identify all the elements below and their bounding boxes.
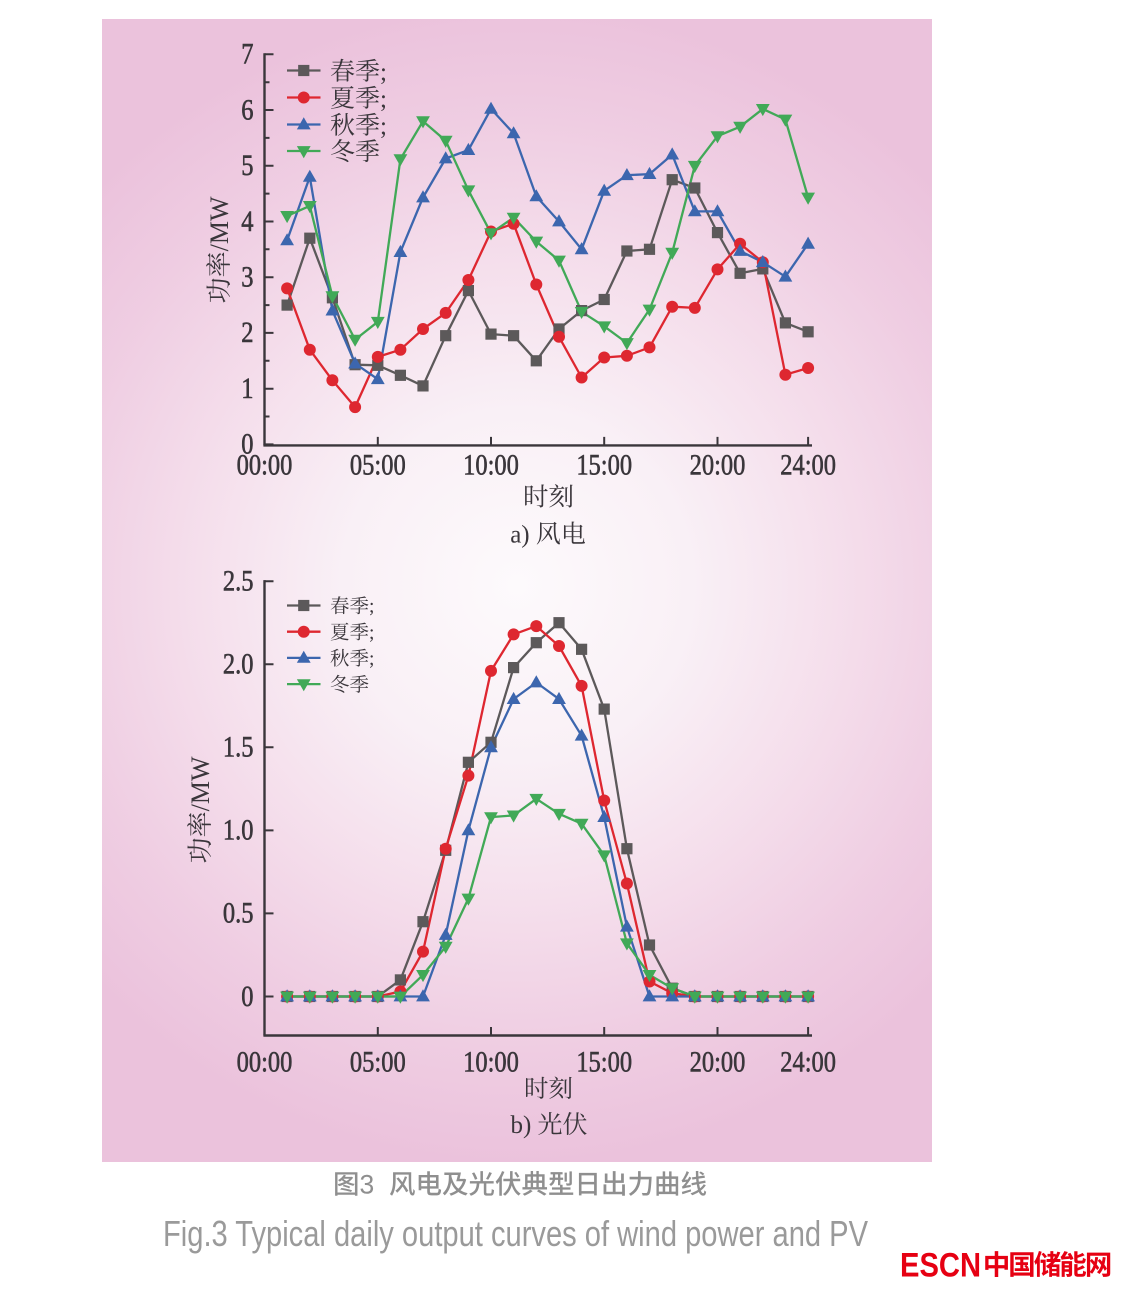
svg-text:15:00: 15:00 — [576, 1045, 632, 1078]
svg-text:24:00: 24:00 — [780, 448, 836, 481]
svg-text:1: 1 — [241, 372, 253, 405]
svg-text:;: ; — [380, 59, 387, 86]
svg-text:ESCN: ESCN — [900, 1247, 981, 1285]
svg-text:7: 7 — [241, 38, 253, 71]
svg-text:;: ; — [369, 649, 374, 670]
svg-text:2.0: 2.0 — [223, 648, 254, 681]
svg-text:;: ; — [369, 623, 374, 644]
svg-text:6: 6 — [241, 93, 253, 126]
svg-text:b): b) — [511, 1112, 538, 1139]
svg-text:/MW: /MW — [205, 196, 234, 251]
svg-text:10:00: 10:00 — [463, 1045, 519, 1078]
svg-text:;: ; — [380, 113, 387, 140]
svg-text:05:00: 05:00 — [350, 448, 406, 481]
svg-text:0: 0 — [241, 980, 253, 1013]
svg-text:24:00: 24:00 — [780, 1045, 836, 1078]
svg-text:20:00: 20:00 — [690, 1045, 746, 1078]
svg-text:20:00: 20:00 — [690, 448, 746, 481]
svg-text:0: 0 — [241, 428, 253, 461]
svg-text:/MW: /MW — [186, 756, 215, 811]
svg-text:5: 5 — [241, 149, 253, 182]
svg-text:;: ; — [380, 86, 387, 113]
svg-text:0.5: 0.5 — [223, 897, 254, 930]
svg-text:10:00: 10:00 — [463, 448, 519, 481]
svg-text:2: 2 — [241, 316, 253, 349]
svg-text:00:00: 00:00 — [237, 1045, 293, 1078]
svg-text:;: ; — [369, 597, 374, 618]
svg-text:3: 3 — [241, 260, 253, 293]
svg-text:05:00: 05:00 — [350, 1045, 406, 1078]
svg-text:1.0: 1.0 — [223, 814, 254, 847]
svg-text:Fig.3 Typical daily output cu: Fig.3 Typical daily output curves of win… — [163, 1213, 868, 1254]
svg-text:a): a) — [510, 522, 536, 549]
svg-text:15:00: 15:00 — [576, 448, 632, 481]
svg-text:00:00: 00:00 — [237, 448, 293, 481]
svg-text:2.5: 2.5 — [223, 564, 254, 597]
svg-text:4: 4 — [241, 205, 254, 238]
svg-text:1.5: 1.5 — [223, 731, 254, 764]
svg-text:3: 3 — [360, 1170, 389, 1200]
